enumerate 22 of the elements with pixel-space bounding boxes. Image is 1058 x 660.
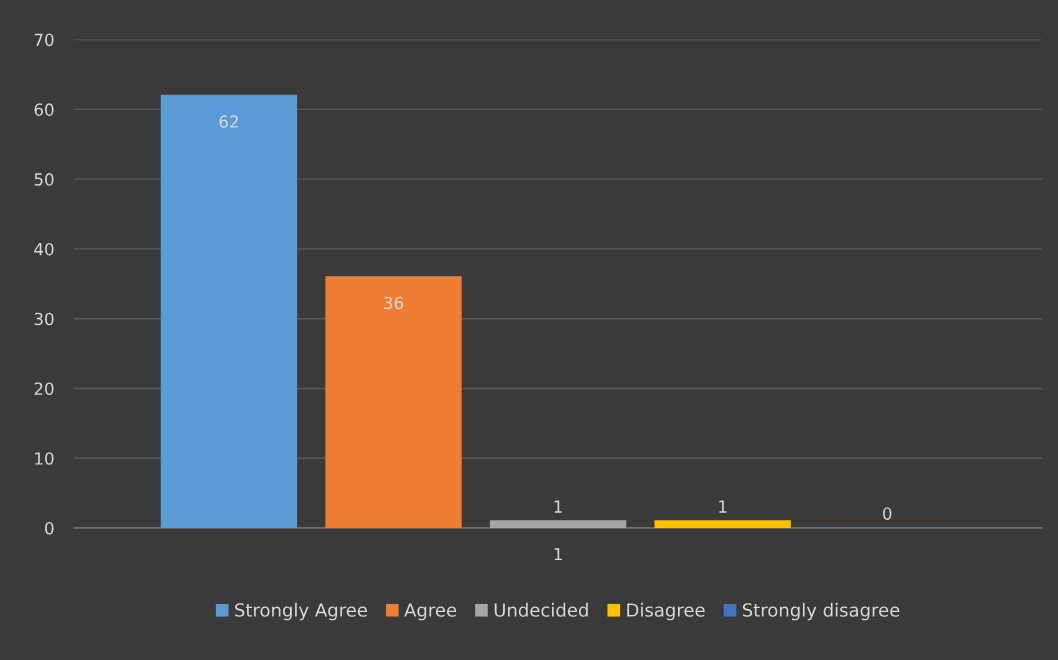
- bar: [325, 276, 462, 528]
- legend-label: Undecided: [494, 602, 588, 617]
- data-label: 36: [384, 296, 404, 310]
- y-tick-label: 70: [34, 33, 54, 47]
- y-tick-label: 30: [34, 312, 54, 326]
- legend-label: Agree: [404, 603, 457, 621]
- y-tick-label: 0: [45, 521, 54, 535]
- legend-label: Strongly disagree: [742, 602, 900, 621]
- bar: [654, 520, 791, 528]
- legend-label: Disagree: [627, 602, 705, 621]
- bar: [489, 520, 627, 528]
- data-label: 0: [883, 507, 892, 520]
- data-label: 62: [219, 115, 238, 128]
- bar: [160, 94, 298, 528]
- y-tick-label: 10: [35, 452, 54, 465]
- y-tick-label: 50: [34, 173, 54, 186]
- y-tick-label: 20: [34, 382, 54, 396]
- y-tick-label: 40: [34, 242, 54, 256]
- legend-label: Strongly Agree: [235, 602, 367, 621]
- y-tick-label: 60: [34, 103, 54, 116]
- data-label: 1: [719, 500, 727, 513]
- data-label: 1: [554, 500, 562, 513]
